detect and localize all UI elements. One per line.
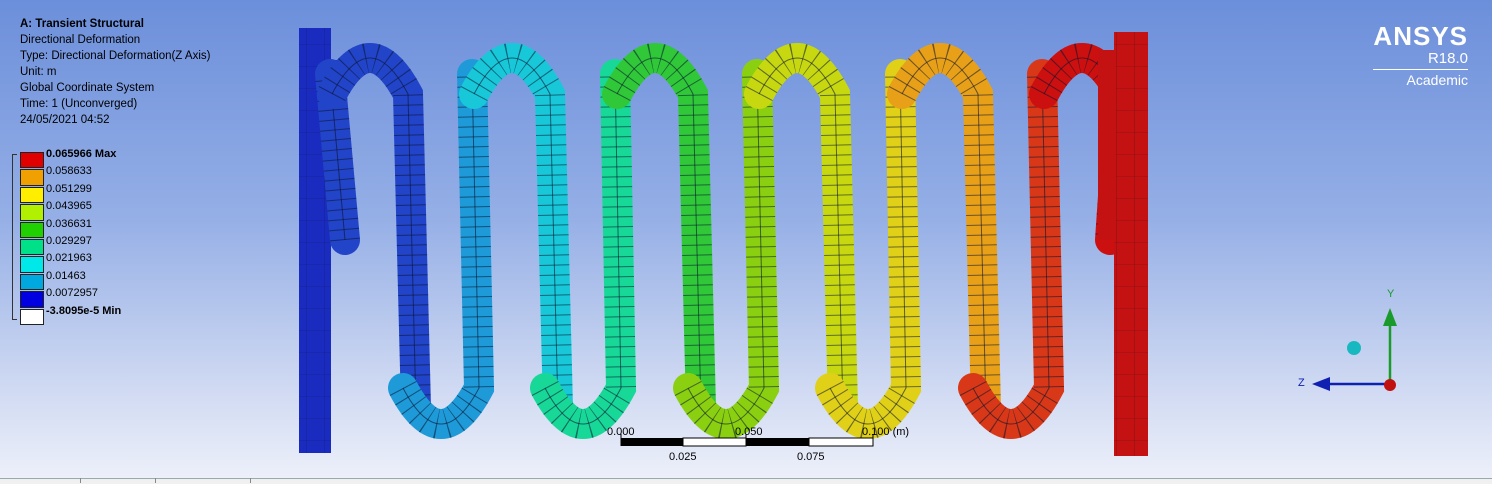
result-date: 24/05/2021 04:52	[20, 114, 110, 126]
coil-centerline	[616, 57, 702, 409]
scale-label: 0.000	[607, 426, 635, 438]
coil-centerline	[901, 57, 987, 409]
legend-value: 0.051299	[46, 182, 92, 195]
scale-label: 0.100 (m)	[862, 426, 909, 438]
coil-segment	[815, 59, 922, 439]
coil-segment	[673, 59, 780, 439]
result-type: Type: Directional Deformation(Z Axis)	[20, 50, 211, 62]
ansys-logo: ANSYS R18.0 Academic	[1373, 22, 1468, 89]
status-strip	[0, 478, 1492, 484]
coil-segment	[887, 43, 1001, 423]
result-time: Time: 1 (Unconverged)	[20, 98, 138, 110]
legend-value: 0.058633	[46, 165, 92, 178]
legend-swatch	[20, 169, 44, 186]
legend-value: 0.01463	[46, 269, 86, 282]
legend-swatch	[20, 152, 44, 169]
right-plate-mesh	[1114, 32, 1148, 456]
legend-swatch	[20, 186, 44, 204]
coil-centerline	[972, 73, 1050, 425]
legend-value: 0.036631	[46, 217, 92, 230]
brand-version: R18.0	[1427, 50, 1468, 67]
isometric-view-ball[interactable]	[1347, 341, 1361, 355]
coordinate-system: Global Coordinate System	[20, 82, 155, 94]
legend-min-label: -3.8095e-5 Min	[46, 304, 122, 317]
legend-color-bar	[20, 152, 44, 326]
bottom-tab-divider	[80, 478, 81, 483]
coil-segment	[744, 43, 858, 423]
legend-value: 0.021963	[46, 252, 92, 265]
scale-label: 0.025	[669, 451, 697, 463]
legend-max-label: 0.065966 Max	[46, 148, 117, 160]
legend-labels: 0.065966 Max 0.058633 0.051299 0.043965 …	[46, 146, 121, 320]
scale-segment	[682, 437, 747, 447]
coil-segment	[388, 59, 495, 439]
legend-value: 0.029297	[46, 235, 92, 248]
legend-swatch	[20, 308, 44, 325]
scale-label: 0.075	[797, 451, 825, 463]
y-axis-label: Y	[1387, 288, 1395, 300]
brand-edition: Academic	[1373, 69, 1468, 89]
legend-swatch	[20, 256, 44, 273]
x-axis-dot	[1384, 379, 1396, 391]
legend-value: 0.043965	[46, 200, 92, 213]
spring-coil[interactable]	[315, 43, 1136, 439]
coil-segment	[317, 43, 431, 423]
legend-swatch	[20, 273, 44, 291]
coil-centerline	[402, 73, 480, 425]
y-axis-arrowhead	[1383, 308, 1397, 326]
scale-segment	[808, 437, 874, 447]
z-axis-arrowhead	[1312, 377, 1330, 391]
bottom-tab-divider	[250, 478, 251, 483]
right-plate-tab	[1098, 50, 1116, 240]
legend-swatch	[20, 291, 44, 308]
analysis-title: A: Transient Structural	[20, 18, 144, 30]
result-header: A: Transient Structural Directional Defo…	[20, 16, 210, 128]
coil-segment	[602, 43, 716, 423]
right-end-plate[interactable]	[1098, 32, 1148, 456]
legend-swatch	[20, 221, 44, 238]
scale-segment	[621, 438, 683, 446]
coil-segment	[530, 59, 637, 439]
scale-bar: 0.000 0.050 0.100 (m) 0.025 0.075	[607, 426, 909, 463]
coil-centerline	[687, 73, 765, 425]
coil-centerline	[544, 73, 622, 425]
scale-segment	[746, 438, 809, 446]
legend-value: 0.0072957	[46, 287, 98, 300]
result-name: Directional Deformation	[20, 34, 141, 46]
legend-swatch	[20, 238, 44, 256]
coil-segment	[459, 43, 573, 423]
axis-triad[interactable]: Y Z	[1298, 288, 1397, 391]
brand-name: ANSYS	[1373, 21, 1468, 51]
result-unit: Unit: m	[20, 66, 57, 78]
legend-swatch	[20, 204, 44, 221]
coil-centerline	[758, 57, 844, 409]
bottom-tab-divider	[155, 478, 156, 483]
legend-bracket	[12, 154, 17, 320]
coil-centerline	[829, 73, 907, 425]
scale-label: 0.050	[735, 426, 763, 438]
coil-segment	[958, 59, 1065, 439]
z-axis-label: Z	[1298, 377, 1305, 389]
coil-centerline	[473, 57, 559, 409]
coil-centerline	[331, 57, 417, 409]
